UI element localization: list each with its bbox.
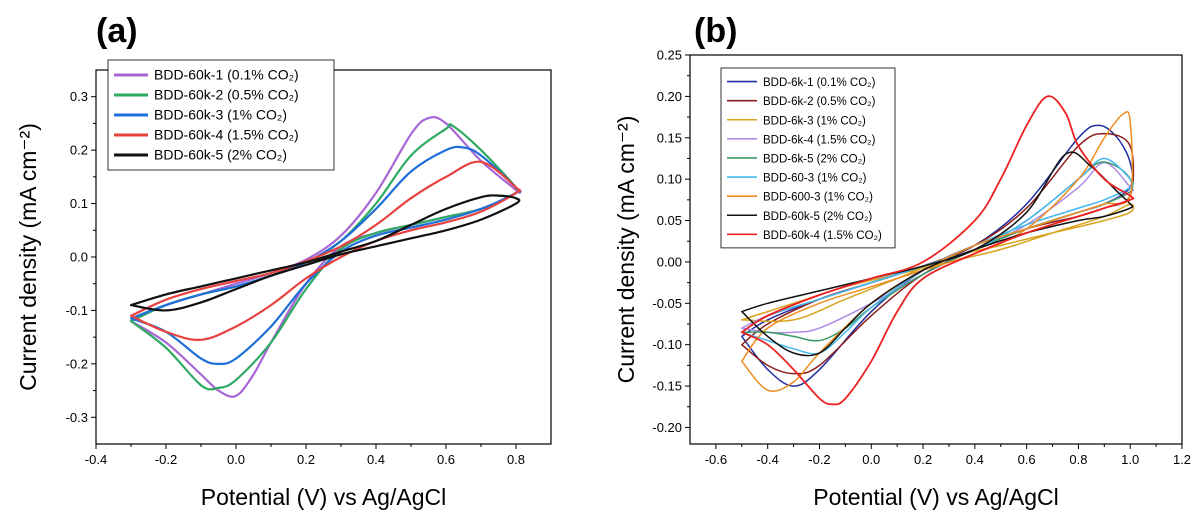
x-tick-label: 0.8	[507, 452, 525, 467]
x-tick-label: -0.6	[705, 452, 727, 467]
y-tick-label: 0.20	[657, 89, 682, 104]
x-tick-label: 1.2	[1173, 452, 1191, 467]
x-tick-label: 0.2	[297, 452, 315, 467]
legend-label: BDD-600-3 (1% CO₂)	[763, 192, 873, 204]
y-tick-label: 0.05	[657, 213, 682, 228]
panel-a: (a) -0.4 -0.2 0.0 0.2 0.4 0.6 0.8 -0.3 -0.2 -0.1 0.…	[15, 12, 552, 510]
y-tick-label: 0.1	[70, 196, 88, 211]
legend: BDD-60k-1 (0.1% CO₂) BDD-60k-2 (0.5% CO₂)…	[107, 59, 335, 171]
legend-label: BDD-60k-1 (0.1% CO₂)	[154, 67, 299, 83]
legend-label: BDD-60k-4 (1.5% CO₂)	[763, 230, 882, 242]
y-tick-label: -0.2	[66, 356, 88, 371]
y-tick-label: -0.1	[66, 303, 88, 318]
y-tick-label: 0.0	[70, 250, 88, 265]
x-tick-label: 0.2	[914, 452, 932, 467]
legend-label: BDD-6k-3 (1% CO₂)	[763, 115, 866, 127]
x-tick-label: 0.6	[1018, 452, 1036, 467]
series-line	[129, 160, 522, 341]
series-group	[740, 95, 1135, 406]
x-tick-label: -0.4	[756, 452, 778, 467]
series-line	[741, 151, 1134, 357]
legend-label: BDD-60k-5 (2% CO₂)	[763, 211, 872, 223]
x-tick-label: 0.8	[1069, 452, 1087, 467]
legend-label: BDD-6k-4 (1.5% CO₂)	[763, 134, 876, 146]
x-tick-label: 0.4	[367, 452, 385, 467]
y-tick-label: -0.3	[66, 410, 88, 425]
y-tick-label: 0.25	[657, 48, 682, 63]
panel-label: (b)	[694, 12, 737, 50]
x-tick-label: 0.0	[227, 452, 245, 467]
y-tick-label: -0.05	[652, 296, 682, 311]
x-tick-label: -0.2	[808, 452, 830, 467]
x-tick-label: 0.4	[966, 452, 984, 467]
legend-label: BDD-60k-4 (1.5% CO₂)	[154, 127, 299, 143]
legend-label: BDD-60k-3 (1% CO₂)	[154, 107, 287, 123]
x-tick-label: 1.0	[1121, 452, 1139, 467]
legend-label: BDD-6k-5 (2% CO₂)	[763, 153, 866, 165]
legend-label: BDD-60-3 (1% CO₂)	[763, 173, 867, 185]
x-axis-title: Potential (V) vs Ag/AgCl	[201, 484, 446, 510]
panel-b: (b) -0.6 -0.4 -0.2 0.0 0.2 0.4 0.6 0.8 1.0 1.2 -0.2…	[613, 12, 1191, 510]
series-line	[741, 157, 1135, 355]
legend-label: BDD-6k-1 (0.1% CO₂)	[763, 77, 876, 89]
x-tick-label: 0.6	[437, 452, 455, 467]
x-tick-label: -0.2	[155, 452, 177, 467]
series-line	[129, 194, 521, 312]
y-tick-label: -0.15	[652, 379, 682, 394]
y-tick-label: 0.00	[657, 254, 682, 269]
x-tick-label: -0.4	[85, 452, 107, 467]
y-tick-label: 0.2	[70, 143, 88, 158]
y-tick-label: 0.3	[70, 89, 88, 104]
series-group	[129, 116, 522, 398]
x-tick-label: 0.0	[862, 452, 880, 467]
panel-label: (a)	[96, 12, 138, 50]
legend: BDD-6k-1 (0.1% CO₂) BDD-6k-2 (0.5% CO₂) BD…	[720, 67, 896, 249]
legend-label: BDD-6k-2 (0.5% CO₂)	[763, 96, 876, 108]
series-line	[740, 95, 1135, 406]
x-axis-title: Potential (V) vs Ag/AgCl	[813, 484, 1058, 510]
legend-label: BDD-60k-5 (2% CO₂)	[154, 147, 287, 163]
y-tick-label: 0.15	[657, 130, 682, 145]
y-axis-title: Current density (mA cm⁻²)	[613, 116, 639, 384]
y-tick-label: -0.10	[652, 337, 682, 352]
plot-frame	[689, 54, 1183, 445]
legend-label: BDD-60k-2 (0.5% CO₂)	[154, 87, 299, 103]
y-tick-label: 0.10	[657, 172, 682, 187]
y-axis-title: Current density (mA cm⁻²)	[15, 123, 41, 391]
y-tick-label: -0.20	[652, 420, 682, 435]
series-line	[741, 111, 1134, 393]
